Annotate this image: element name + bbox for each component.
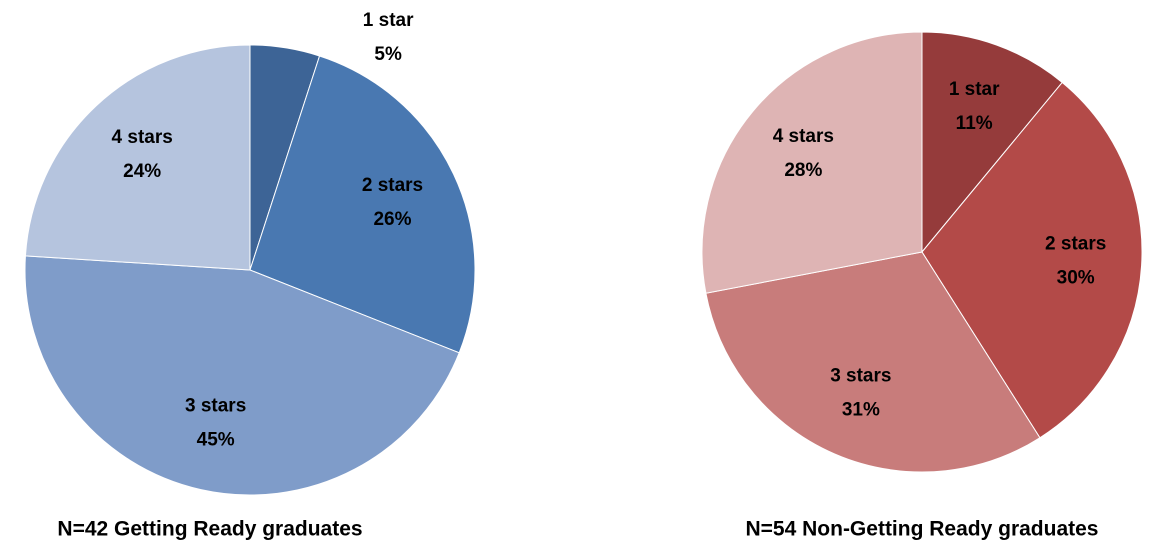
slice-category-label: 3 stars — [185, 396, 246, 417]
chart-title: N=54 Non-Getting Ready graduates — [746, 518, 1099, 541]
chart-title: N=42 Getting Ready graduates — [57, 518, 362, 541]
pie-slice — [24, 255, 460, 496]
pie-slice — [921, 31, 1063, 254]
slice-value-label: 11% — [956, 113, 993, 134]
slice-value-label: 26% — [373, 209, 411, 230]
pie-slice — [24, 44, 251, 271]
slice-category-label: 2 stars — [1045, 234, 1106, 255]
slice-category-label: 1 star — [363, 10, 414, 31]
slice-category-label: 4 stars — [773, 126, 834, 147]
slice-value-label: 24% — [123, 161, 161, 182]
pie-slice — [921, 81, 1143, 439]
slice-value-label: 30% — [1057, 268, 1095, 289]
slice-category-label: 2 stars — [362, 175, 423, 196]
pie-slice — [705, 251, 1041, 473]
slice-category-label: 3 stars — [830, 365, 891, 386]
pie-slice — [249, 55, 476, 354]
slice-value-label: 45% — [197, 430, 235, 451]
slice-value-label: 28% — [784, 160, 822, 181]
slice-value-label: 5% — [374, 44, 402, 65]
slice-category-label: 4 stars — [112, 127, 173, 148]
slice-value-label: 31% — [842, 399, 880, 420]
slice-category-label: 1 star — [949, 79, 1000, 100]
pie-slice — [701, 31, 923, 294]
